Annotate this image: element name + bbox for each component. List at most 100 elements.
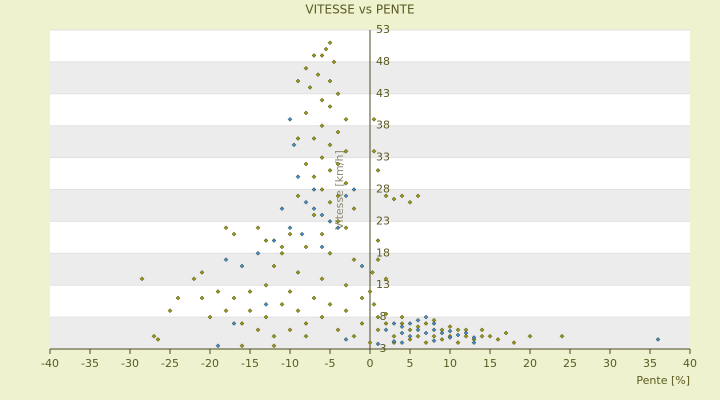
point (431, 327, 437, 333)
point (151, 333, 157, 339)
point (335, 225, 341, 231)
point (215, 289, 221, 294)
point (167, 308, 173, 314)
point (295, 270, 301, 275)
point (371, 301, 377, 307)
point (335, 193, 341, 199)
point (271, 238, 277, 243)
point (391, 333, 397, 339)
point (287, 231, 293, 237)
point (271, 333, 277, 339)
point (479, 327, 485, 333)
point (303, 161, 309, 167)
point (327, 40, 333, 46)
point (323, 46, 329, 52)
point (343, 193, 349, 199)
point (327, 142, 333, 148)
point (319, 314, 325, 320)
point (471, 340, 477, 345)
point (391, 338, 397, 344)
point (471, 335, 477, 340)
point (351, 187, 357, 192)
point (359, 295, 365, 301)
y-tick-label: 53 (376, 23, 390, 36)
point (319, 155, 325, 160)
x-tick-label: 35 (643, 357, 657, 370)
point (407, 327, 413, 333)
y-tick-label: 8 (380, 310, 387, 323)
x-tick-label: 0 (367, 357, 374, 370)
point (343, 148, 349, 154)
y-tick-label: 43 (376, 87, 390, 100)
point (311, 212, 317, 218)
point (303, 65, 309, 71)
point (343, 308, 349, 314)
point (327, 301, 333, 307)
point (343, 282, 349, 288)
point (383, 327, 389, 333)
point (307, 85, 313, 90)
point (327, 168, 333, 173)
point (415, 193, 421, 199)
point (399, 193, 405, 199)
point (423, 330, 429, 336)
point (231, 231, 237, 237)
point (303, 321, 309, 326)
point (391, 196, 397, 202)
point (223, 308, 229, 314)
point (279, 206, 285, 211)
point (247, 308, 253, 314)
point (399, 324, 405, 330)
point (279, 301, 285, 307)
point (407, 321, 413, 326)
x-tick-label: -40 (41, 357, 59, 370)
point (287, 289, 293, 294)
point (455, 327, 461, 333)
point (295, 308, 301, 314)
y-tick-label: 28 (376, 183, 390, 196)
point (191, 276, 197, 282)
point (319, 276, 325, 282)
point (343, 337, 349, 342)
point (319, 244, 325, 250)
point (291, 142, 297, 148)
point (215, 343, 221, 349)
point (311, 295, 317, 301)
x-tick-label: 10 (443, 357, 457, 370)
point (370, 270, 375, 275)
point (367, 340, 373, 345)
x-tick-label: -10 (281, 357, 299, 370)
point (271, 263, 277, 269)
point (319, 212, 325, 218)
point (415, 327, 421, 333)
point (295, 78, 301, 84)
y-tick-label: 33 (376, 151, 390, 164)
point (299, 231, 305, 237)
point (399, 314, 405, 320)
point (263, 238, 269, 243)
point (303, 199, 309, 205)
point (431, 338, 437, 344)
y-tick-label: 23 (376, 214, 390, 227)
point (331, 59, 337, 65)
point (559, 333, 565, 339)
point (319, 97, 325, 103)
x-axis-title: Pente [%] (636, 374, 690, 387)
point (315, 72, 321, 78)
point (335, 219, 341, 224)
point (311, 187, 317, 192)
point (335, 327, 341, 333)
point (351, 333, 357, 339)
point (255, 225, 261, 231)
point (343, 225, 349, 231)
point (199, 270, 205, 275)
point (375, 314, 381, 320)
point (335, 161, 341, 167)
point (351, 206, 357, 211)
point (375, 257, 381, 263)
point (319, 187, 325, 192)
point (287, 327, 293, 333)
point (263, 314, 269, 320)
point (327, 78, 333, 84)
